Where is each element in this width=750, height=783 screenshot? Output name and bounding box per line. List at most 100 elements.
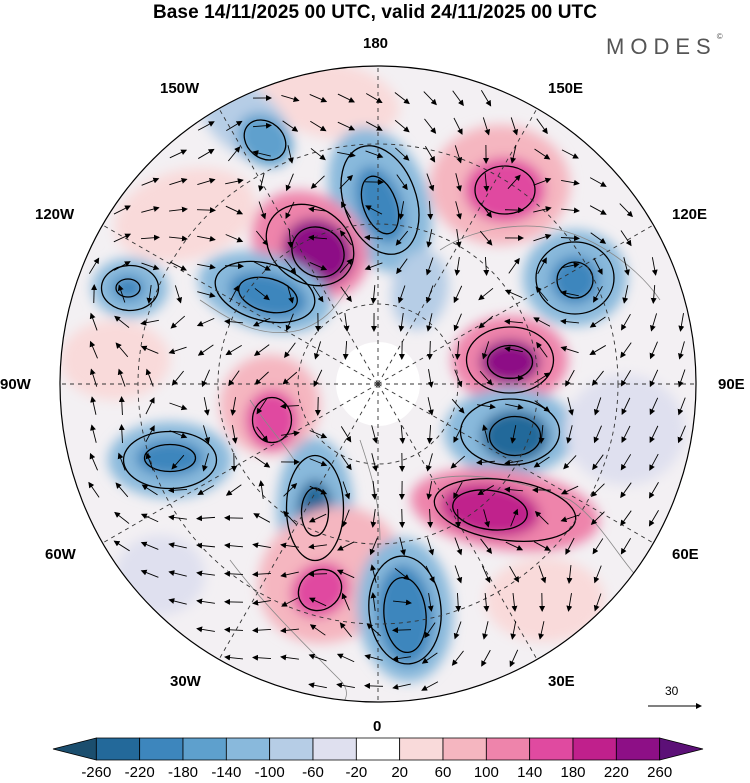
wind-vector <box>450 455 466 469</box>
wind-vector <box>197 344 214 356</box>
wind-vector <box>620 538 632 555</box>
wind-vector <box>565 537 575 555</box>
wind-vector <box>117 452 126 471</box>
wind-vector <box>229 285 239 303</box>
colorbar-swatch <box>529 737 574 761</box>
wind-vector <box>171 454 185 470</box>
wind-vector <box>341 592 350 611</box>
wind-vector <box>370 509 377 528</box>
wind-vector <box>145 425 155 443</box>
colorbar-swatch <box>442 737 487 761</box>
colorbar-tick-label: 60 <box>434 764 452 781</box>
wind-vector <box>197 178 216 185</box>
wind-vector <box>396 174 408 191</box>
wind-vector <box>453 481 463 499</box>
wind-vector <box>113 205 131 215</box>
colorbar-tick-label: 220 <box>603 764 629 781</box>
wind-vector <box>504 459 523 466</box>
contour-line <box>214 260 316 324</box>
contour-line <box>251 396 293 444</box>
wind-vector <box>197 485 215 495</box>
wind-vector <box>198 148 215 159</box>
colorbar-swatch <box>399 737 444 761</box>
colorbar-swatch <box>95 737 141 761</box>
wind-vector <box>308 682 327 689</box>
wind-vector <box>589 345 606 356</box>
lon-label-180: 180 <box>363 35 389 52</box>
lon-label-0: 0 <box>373 718 382 735</box>
wind-vector <box>141 484 158 496</box>
wind-vector <box>427 200 434 220</box>
meridian-line <box>100 223 379 385</box>
colorbar-tick-label: -140 <box>211 764 242 781</box>
wind-vector <box>560 318 579 325</box>
wind-vector <box>424 146 436 163</box>
wind-vector <box>225 205 244 215</box>
wind-vector <box>252 571 272 578</box>
wind-vector <box>371 481 378 500</box>
wind-vector <box>370 592 377 611</box>
wind-vector <box>287 228 294 248</box>
wind-vector <box>566 425 573 444</box>
lon-label-60w: 60W <box>45 546 76 563</box>
wind-vectors <box>88 90 686 691</box>
contour-line <box>360 175 400 235</box>
wind-vector <box>593 425 602 444</box>
wind-vector <box>342 481 351 500</box>
contour-line <box>285 454 345 562</box>
wind-vector <box>337 541 355 551</box>
colorbar-swatch <box>355 737 401 761</box>
colorbar-swatch <box>572 737 617 761</box>
wind-vector <box>202 453 209 472</box>
wind-vector <box>427 508 434 528</box>
wind-vector <box>648 510 659 527</box>
wind-vector <box>88 481 100 498</box>
wind-vector <box>196 515 216 522</box>
contour-line <box>486 344 534 380</box>
wind-vector <box>285 201 295 219</box>
wind-vector <box>113 233 132 243</box>
wind-vector <box>590 232 607 244</box>
wind-vector <box>140 319 159 326</box>
wind-vector <box>395 230 409 246</box>
wind-vector <box>89 340 98 359</box>
negative-anomaly-region <box>355 166 405 244</box>
wind-vector <box>90 396 97 415</box>
wind-vector <box>169 149 188 159</box>
positive-anomaly-region <box>114 167 256 263</box>
wind-vector <box>309 430 328 439</box>
wind-vector <box>593 257 603 275</box>
wind-vector <box>253 513 271 523</box>
wind-vector <box>538 621 545 640</box>
wind-vector <box>561 262 580 269</box>
wind-vector <box>118 424 125 444</box>
wind-vector <box>171 370 184 386</box>
wind-vector <box>282 120 299 132</box>
colorbar-tick-label: -60 <box>302 764 324 781</box>
wind-vector <box>452 90 464 107</box>
coastline <box>229 559 347 702</box>
wind-vector <box>256 426 268 443</box>
lon-label-30w: 30W <box>170 673 201 690</box>
map-border <box>59 65 697 703</box>
wind-vector <box>538 424 545 444</box>
wind-vector <box>280 654 299 661</box>
wind-vector <box>203 425 211 444</box>
wind-vector <box>426 173 435 192</box>
wind-vector <box>282 371 298 385</box>
wind-vector <box>252 317 271 327</box>
colorbar-tick-label: 180 <box>560 764 586 781</box>
wind-vector <box>479 230 493 246</box>
wind-vector <box>284 342 296 359</box>
wind-vector <box>593 593 602 612</box>
wind-vector <box>281 597 299 607</box>
colorbar-swatch <box>225 737 271 761</box>
wind-vector <box>336 569 355 579</box>
wind-vector <box>224 263 244 270</box>
wind-vector <box>453 425 463 443</box>
wind-vector <box>589 177 607 187</box>
contour-line <box>115 278 141 298</box>
wind-vector <box>174 285 183 304</box>
wind-vector <box>533 177 552 186</box>
wind-vector <box>511 593 518 612</box>
